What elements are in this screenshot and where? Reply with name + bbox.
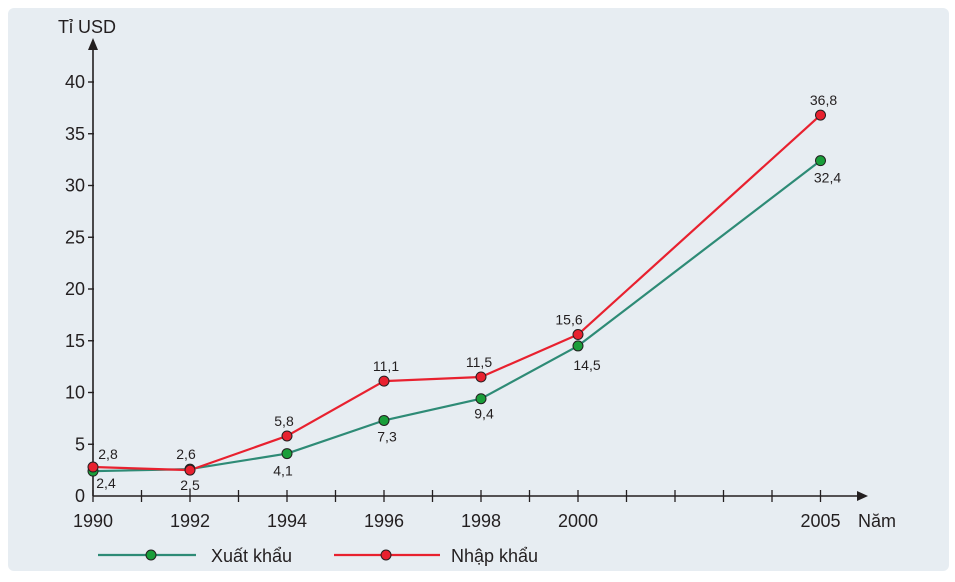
data-label-xuat-khau-2000: 14,5 xyxy=(573,357,600,373)
data-label-nhap-khau-2000: 15,6 xyxy=(555,312,582,328)
point-nhap-khau-2000 xyxy=(572,329,584,341)
data-label-xuat-khau-1996: 7,3 xyxy=(377,428,397,444)
x-tick-label-1990: 1990 xyxy=(73,511,113,531)
legend-item-nhap-khau: Nhập khẩu xyxy=(334,546,538,566)
point-nhap-khau-2005 xyxy=(815,109,826,121)
legend-marker-nhap-khau xyxy=(380,549,392,561)
point-xuat-khau-1994 xyxy=(281,448,293,460)
y-tick-label-25: 25 xyxy=(65,227,85,247)
point-xuat-khau-2000 xyxy=(572,340,584,352)
x-axis-arrow xyxy=(857,491,868,501)
y-axis-arrow xyxy=(88,38,98,50)
y-tick-label-30: 30 xyxy=(65,176,85,196)
data-label-xuat-khau-2005: 32,4 xyxy=(814,170,841,186)
legend-item-xuat-khau: Xuất khẩu xyxy=(98,546,292,566)
x-tick-label-1992: 1992 xyxy=(170,511,210,531)
y-tick-label-0: 0 xyxy=(75,486,85,506)
x-axis-title: Năm xyxy=(858,511,896,531)
y-axis-title: Tỉ USD xyxy=(58,17,116,37)
x-tick-label-2000: 2000 xyxy=(558,511,598,531)
legend-label-xuat-khau: Xuất khẩu xyxy=(211,546,292,566)
point-nhap-khau-1996 xyxy=(378,375,390,387)
data-label-xuat-khau-1992: 2,6 xyxy=(176,446,196,462)
y-tick-label-35: 35 xyxy=(65,124,85,144)
data-label-xuat-khau-1994: 4,1 xyxy=(273,463,293,479)
point-xuat-khau-1998 xyxy=(475,393,487,405)
y-tick-label-20: 20 xyxy=(65,279,85,299)
data-label-nhap-khau-1994: 5,8 xyxy=(274,413,294,429)
y-tick-label-10: 10 xyxy=(65,383,85,403)
y-tick-label-40: 40 xyxy=(65,72,85,92)
data-label-nhap-khau-1996: 11,1 xyxy=(373,358,399,374)
data-label-nhap-khau-2005: 36,8 xyxy=(810,92,837,108)
data-label-xuat-khau-1990: 2,4 xyxy=(96,475,116,491)
point-nhap-khau-1998 xyxy=(475,371,487,383)
point-xuat-khau-2005 xyxy=(815,155,826,167)
series-layer xyxy=(87,109,826,477)
x-tick-label-2005: 2005 xyxy=(800,511,840,531)
y-tick-label-15: 15 xyxy=(65,331,85,351)
data-label-nhap-khau-1990: 2,8 xyxy=(98,446,118,462)
legend-marker-xuat-khau xyxy=(145,549,157,561)
x-tick-label-1996: 1996 xyxy=(364,511,404,531)
data-labels: 2,4 2,6 4,1 7,3 9,4 14,5 32,4 2,8 2,5 5,8 11,1 11,5… xyxy=(96,92,841,493)
axes: 0 5 10 15 20 25 30 35 40 1990 1992 1994 1996 1998 2000… xyxy=(65,38,868,531)
legend-label-nhap-khau: Nhập khẩu xyxy=(451,546,538,566)
point-xuat-khau-1996 xyxy=(378,414,390,426)
chart-background xyxy=(8,8,949,571)
x-tick-label-1998: 1998 xyxy=(461,511,501,531)
data-label-xuat-khau-1998: 9,4 xyxy=(474,406,494,422)
x-tick-label-1994: 1994 xyxy=(267,511,307,531)
point-nhap-khau-1990 xyxy=(87,461,99,473)
point-nhap-khau-1994 xyxy=(281,430,293,442)
data-label-nhap-khau-1998: 11,5 xyxy=(466,354,492,370)
point-nhap-khau-1992 xyxy=(184,464,196,476)
y-tick-label-5: 5 xyxy=(75,434,85,454)
legend: Xuất khẩu Nhập khẩu xyxy=(98,546,538,566)
data-label-nhap-khau-1992: 2,5 xyxy=(180,477,200,493)
